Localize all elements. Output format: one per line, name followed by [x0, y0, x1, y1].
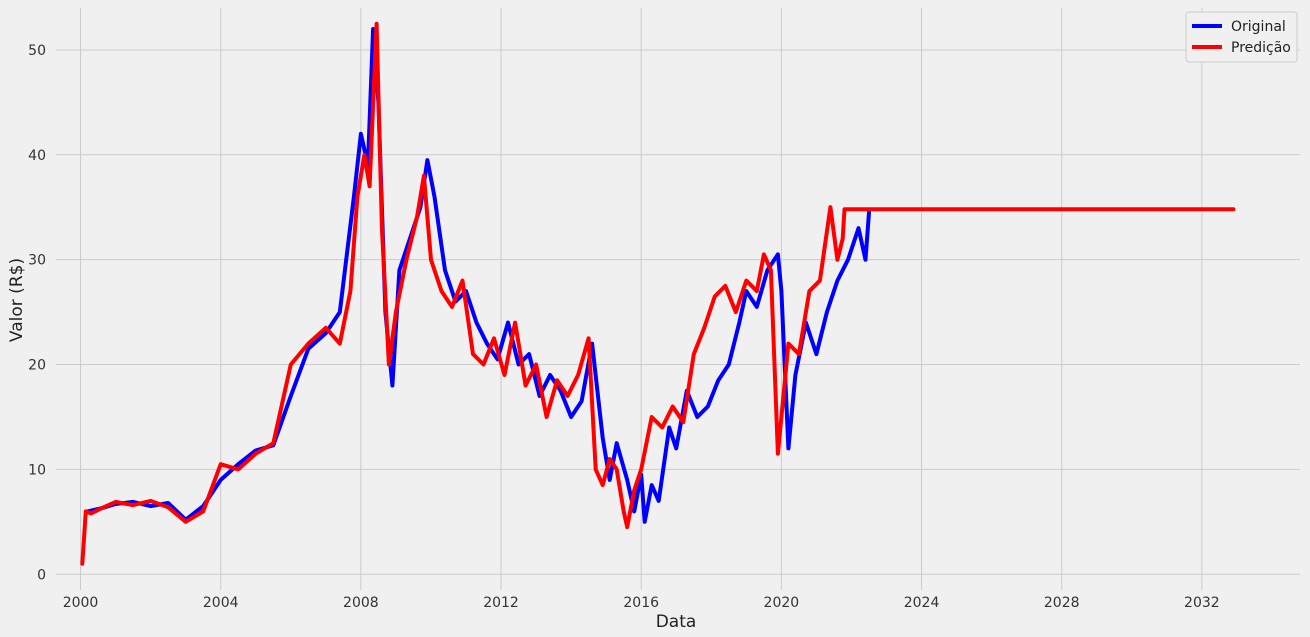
legend: Original Predição [1185, 11, 1298, 63]
x-tick-label: 2028 [1044, 595, 1080, 611]
x-tick-label: 2032 [1184, 595, 1220, 611]
x-tick-label: 2012 [483, 595, 519, 611]
legend-label-original: Original [1231, 19, 1286, 35]
x-tick-label: 2016 [623, 595, 659, 611]
y-axis-label: Valor (R$) [7, 258, 27, 342]
legend-label-predicao: Predição [1231, 40, 1291, 56]
series-layer [80, 21, 1236, 566]
tick-labels: 2000 2004 2008 2012 2016 2020 2024 2028 2032 0 10 2… [28, 43, 1220, 611]
series-line-predicao [80, 21, 1236, 566]
series-line-original [85, 27, 871, 524]
y-tick-label: 40 [28, 148, 46, 164]
x-tick-label: 2024 [904, 595, 940, 611]
x-tick-label: 2000 [63, 595, 99, 611]
y-tick-label: 10 [28, 462, 46, 478]
y-tick-label: 50 [28, 43, 46, 59]
y-tick-label: 30 [28, 253, 46, 269]
y-tick-label: 0 [37, 567, 46, 583]
y-tick-label: 20 [28, 358, 46, 374]
x-tick-label: 2008 [343, 595, 379, 611]
x-axis-label: Data [656, 612, 697, 632]
x-tick-label: 2020 [764, 595, 800, 611]
grid [56, 8, 1300, 590]
x-tick-label: 2004 [203, 595, 239, 611]
